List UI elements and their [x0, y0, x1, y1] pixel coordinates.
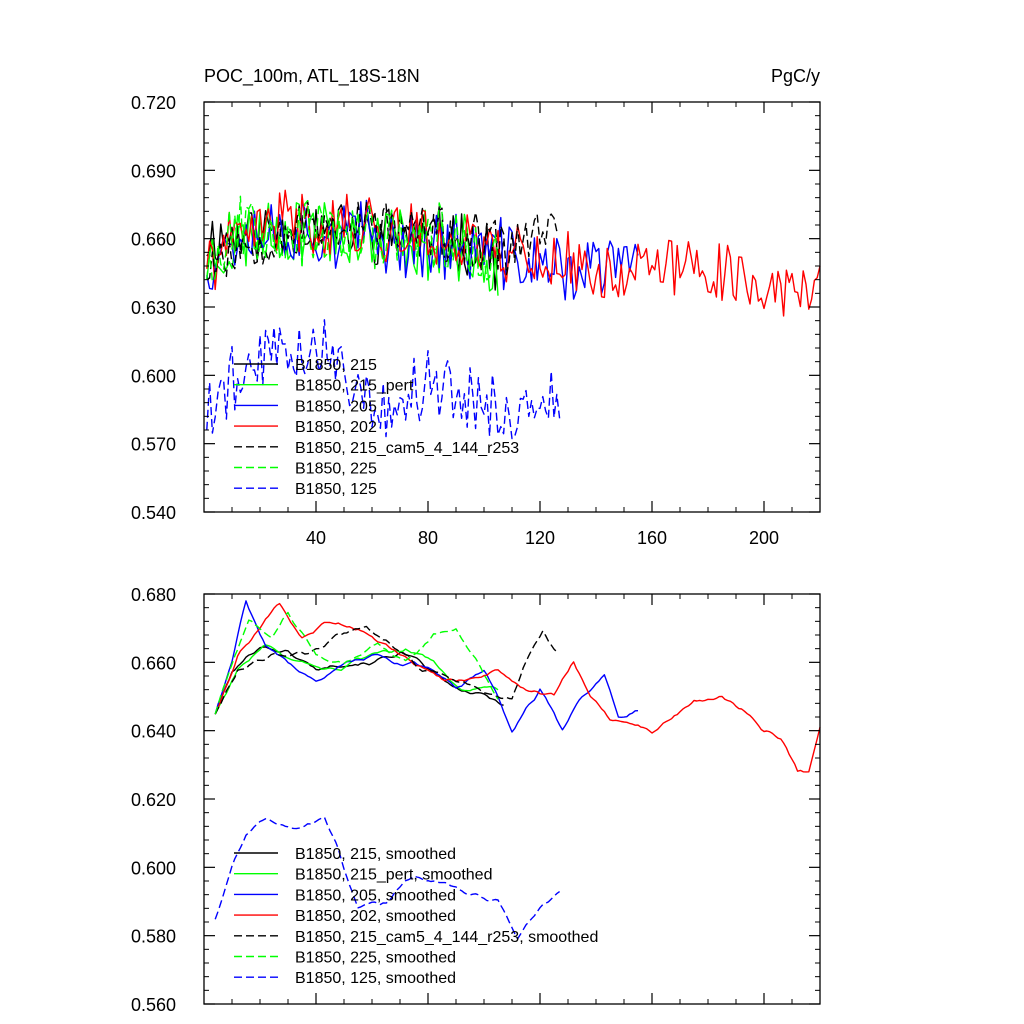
legend-label: B1850, 125 — [295, 481, 377, 498]
legend-label: B1850, 205, smoothed — [295, 887, 456, 904]
legend-label: B1850, 215_cam5_4_144_r253, smoothed — [295, 929, 598, 946]
series-line-6 — [214, 816, 561, 940]
y-tick-label: 0.600 — [131, 858, 176, 878]
series-line-4 — [214, 625, 558, 715]
series-line-5 — [206, 195, 499, 283]
legend-label: B1850, 202 — [295, 419, 377, 436]
y-tick-label: 0.600 — [131, 366, 176, 386]
y-tick-label: 0.720 — [131, 93, 176, 113]
y-tick-label: 0.630 — [131, 298, 176, 318]
legend-label: B1850, 215_pert, smoothed — [295, 867, 492, 884]
y-tick-label: 0.660 — [131, 230, 176, 250]
y-tick-label: 0.620 — [131, 790, 176, 810]
y-tick-label: 0.680 — [131, 585, 176, 605]
top-axes: 0.540 0.570 0.600 0.630 0.660 0.690 0.720 40 80 1… — [131, 93, 821, 548]
x-tick-label: 160 — [637, 528, 667, 548]
legend-label: B1850, 225, smoothed — [295, 950, 456, 967]
bottom-legend: B1850, 215, smoothed B1850, 215_pert, smo… — [234, 846, 598, 987]
bottom-series-group — [214, 600, 821, 940]
legend-label: B1850, 215_cam5_4_144_r253 — [295, 440, 519, 457]
x-tick-label: 200 — [749, 528, 779, 548]
legend-label: B1850, 125, smoothed — [295, 970, 456, 987]
y-tick-label: 0.640 — [131, 722, 176, 742]
y-tick-label: 0.690 — [131, 161, 176, 181]
legend-label: B1850, 202, smoothed — [295, 908, 456, 925]
y-tick-label: 0.570 — [131, 435, 176, 455]
legend-label: B1850, 205 — [295, 398, 377, 415]
series-line-4 — [206, 199, 558, 280]
x-tick-label: 80 — [418, 528, 438, 548]
legend-label: B1850, 225 — [295, 461, 377, 478]
x-tick-label: 40 — [306, 528, 326, 548]
y-tick-label: 0.580 — [131, 927, 176, 947]
top-series-group — [206, 189, 821, 440]
legend-label: B1850, 215_pert — [295, 378, 414, 395]
y-tick-label: 0.660 — [131, 653, 176, 673]
series-line-1 — [214, 644, 499, 715]
x-tick-label: 120 — [525, 528, 555, 548]
legend-label: B1850, 215 — [295, 357, 377, 374]
top-legend: B1850, 215 B1850, 215_pert B1850, 205 B1850… — [234, 357, 519, 498]
series-line-2 — [214, 600, 639, 733]
series-line-3 — [214, 602, 821, 773]
legend-label: B1850, 215, smoothed — [295, 846, 456, 863]
chart-title: POC_100m, ATL_18S-18N — [204, 66, 420, 87]
series-line-6 — [206, 319, 561, 440]
y-tick-label: 0.540 — [131, 503, 176, 523]
y-tick-label: 0.560 — [131, 995, 176, 1015]
bottom-axes: 0.560 0.580 0.600 0.620 0.640 0.660 0.680 — [131, 585, 821, 1015]
top-panel-raw: POC_100m, ATL_18S-18N PgC/y 0.5400.5700.… — [131, 66, 821, 548]
series-line-5 — [214, 611, 499, 715]
bottom-panel-smoothed: 0.560 0.580 0.600 0.620 0.640 0.660 0.680 B185… — [131, 585, 821, 1015]
chart-units: PgC/y — [771, 66, 820, 86]
